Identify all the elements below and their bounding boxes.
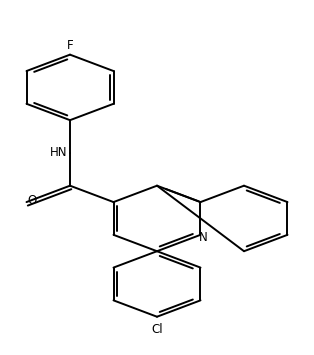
- Text: F: F: [67, 39, 73, 52]
- Text: O: O: [28, 194, 37, 207]
- Text: N: N: [199, 231, 208, 245]
- Text: HN: HN: [49, 146, 67, 159]
- Text: Cl: Cl: [151, 323, 163, 336]
